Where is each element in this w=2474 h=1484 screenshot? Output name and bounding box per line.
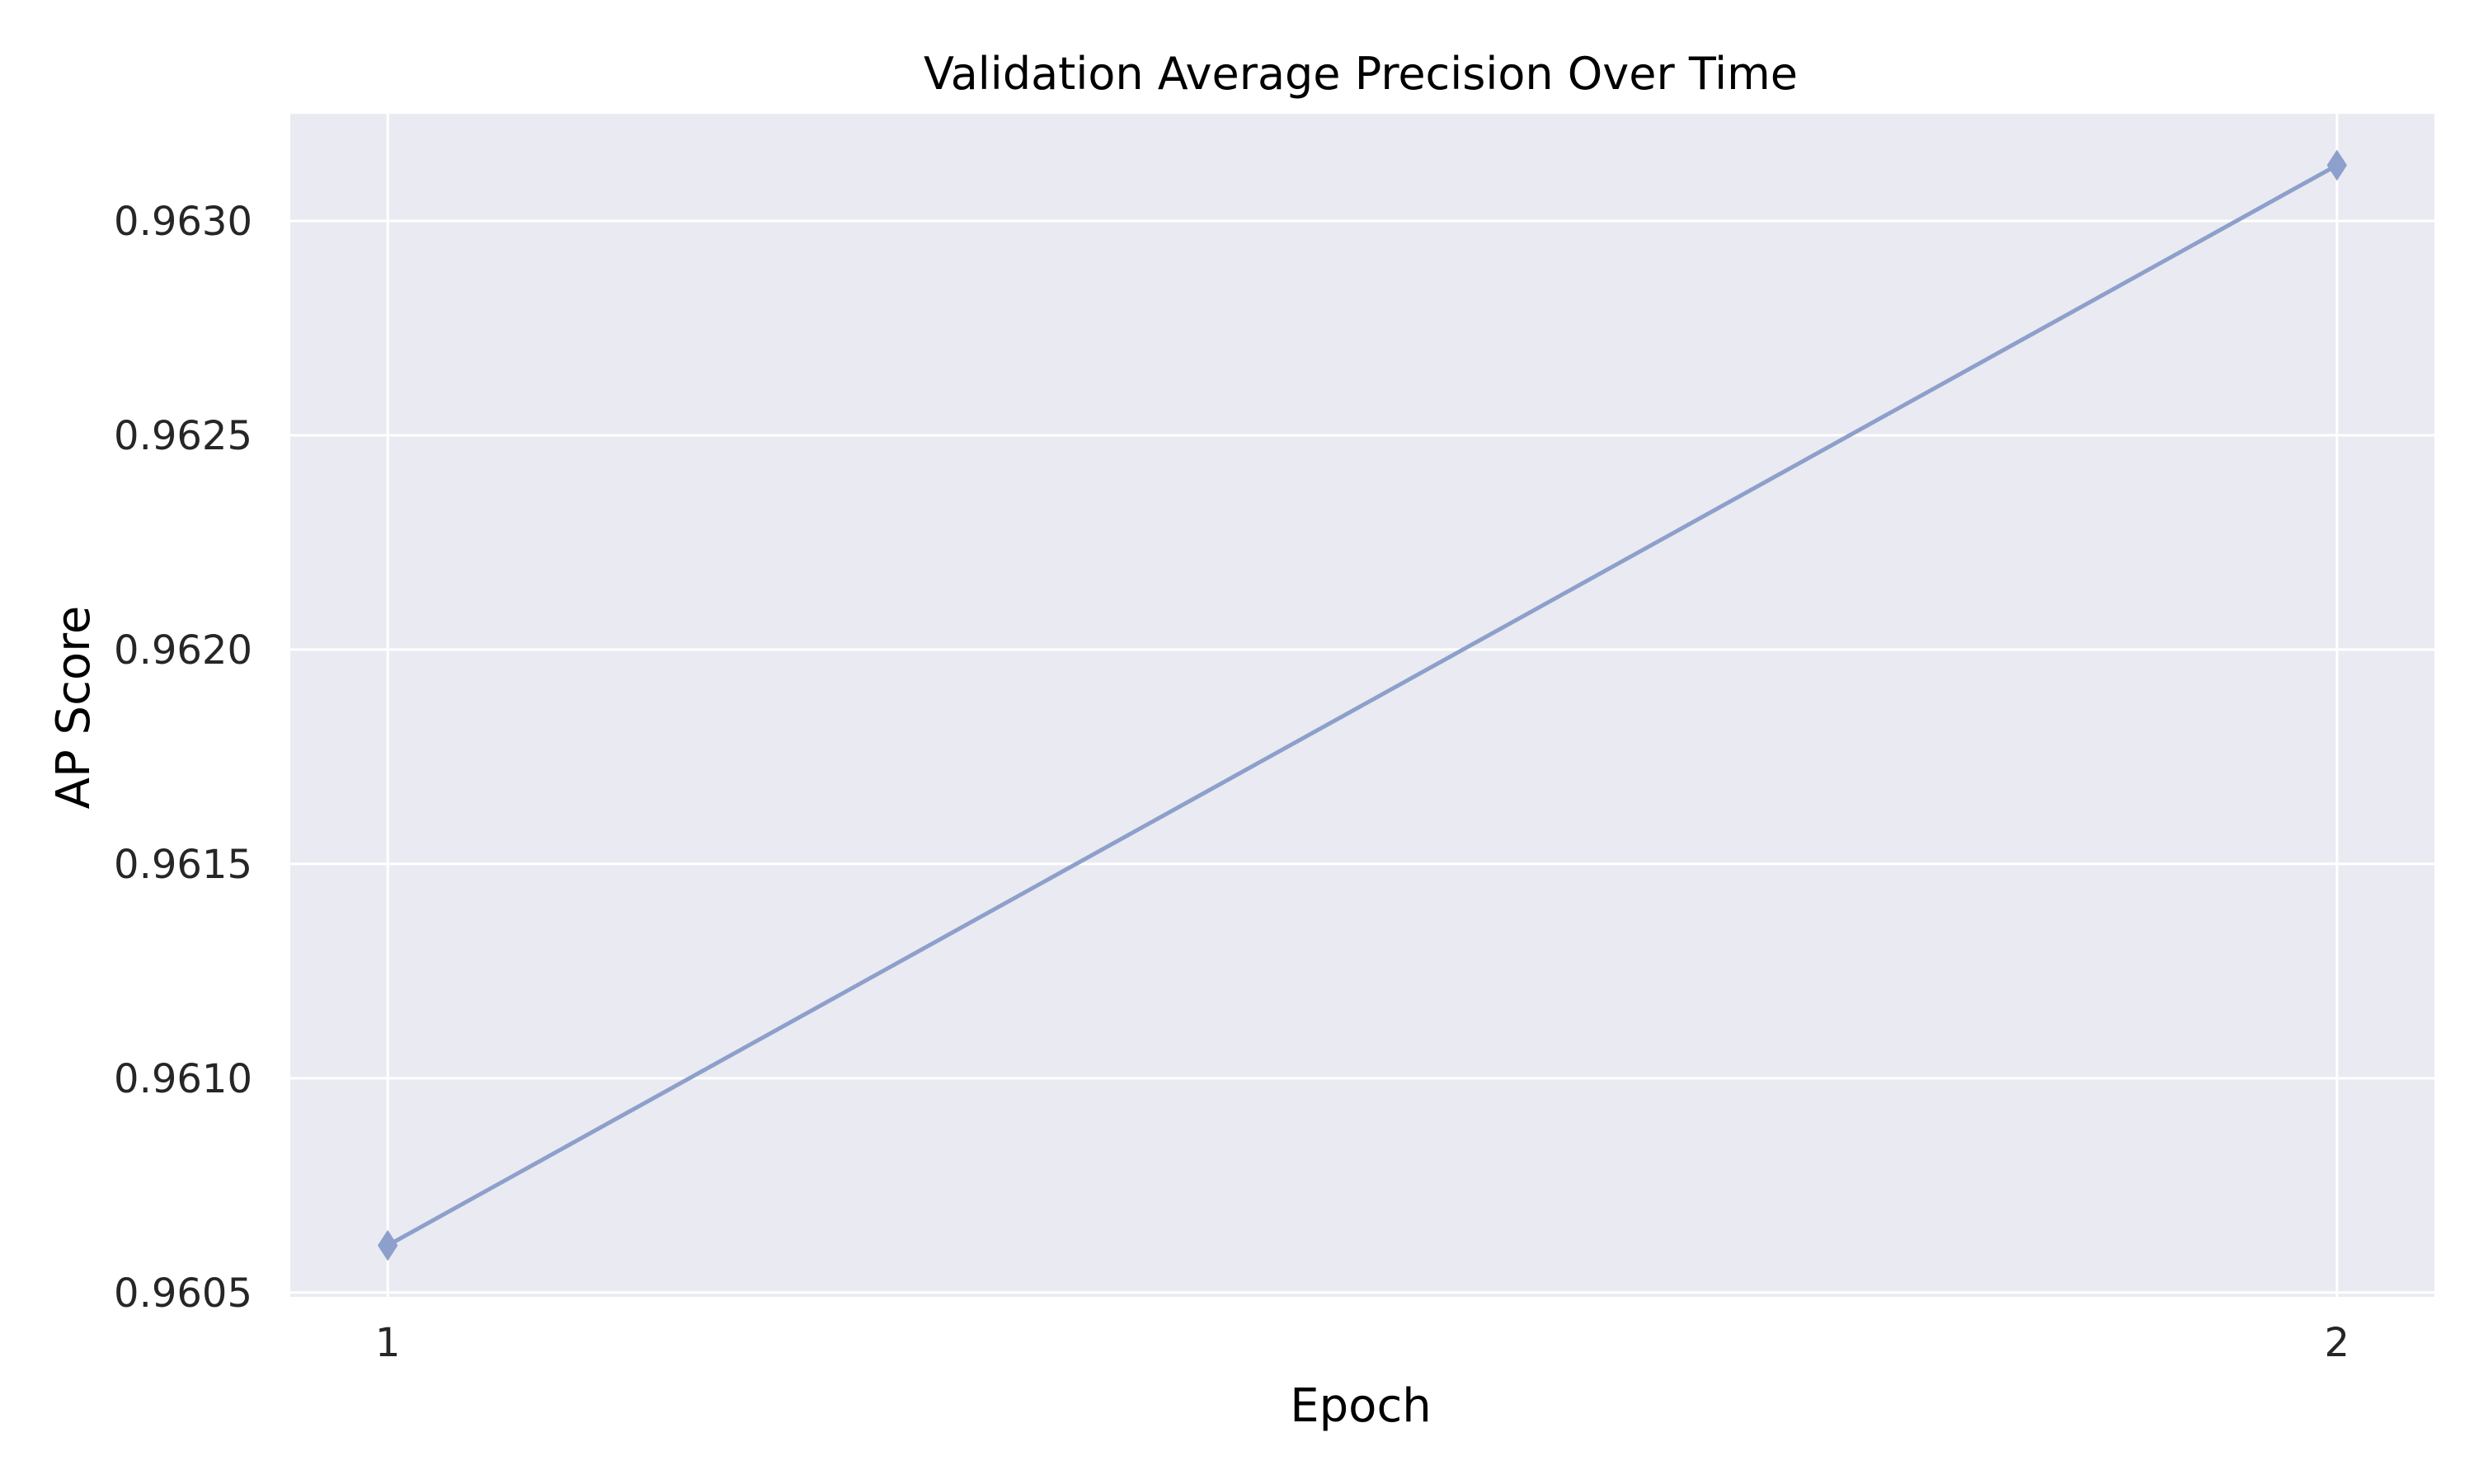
y-tick-labels: 0.9605 0.9610 0.9615 0.9620 0.9625 0.9630 — [114, 199, 252, 1317]
series-line — [385, 162, 2340, 1248]
data-point-marker — [2326, 149, 2348, 181]
y-tick-label: 0.9615 — [114, 842, 252, 888]
x-axis-label: Epoch — [1290, 1379, 1431, 1433]
x-gridlines — [386, 114, 2339, 1297]
y-tick-label: 0.9620 — [114, 627, 252, 674]
series-layer — [377, 149, 2348, 1261]
x-tick-label: 2 — [2325, 1320, 2350, 1366]
x-tick-label: 1 — [375, 1320, 401, 1366]
chart-title: Validation Average Precision Over Time — [924, 48, 1798, 100]
y-tick-label: 0.9605 — [114, 1270, 252, 1317]
y-gridlines — [290, 219, 2434, 1294]
y-tick-label: 0.9610 — [114, 1056, 252, 1102]
y-tick-label: 0.9625 — [114, 413, 252, 459]
y-axis-label: AP Score — [47, 606, 101, 810]
y-tick-label: 0.9630 — [114, 199, 252, 245]
data-point-marker — [377, 1229, 398, 1261]
